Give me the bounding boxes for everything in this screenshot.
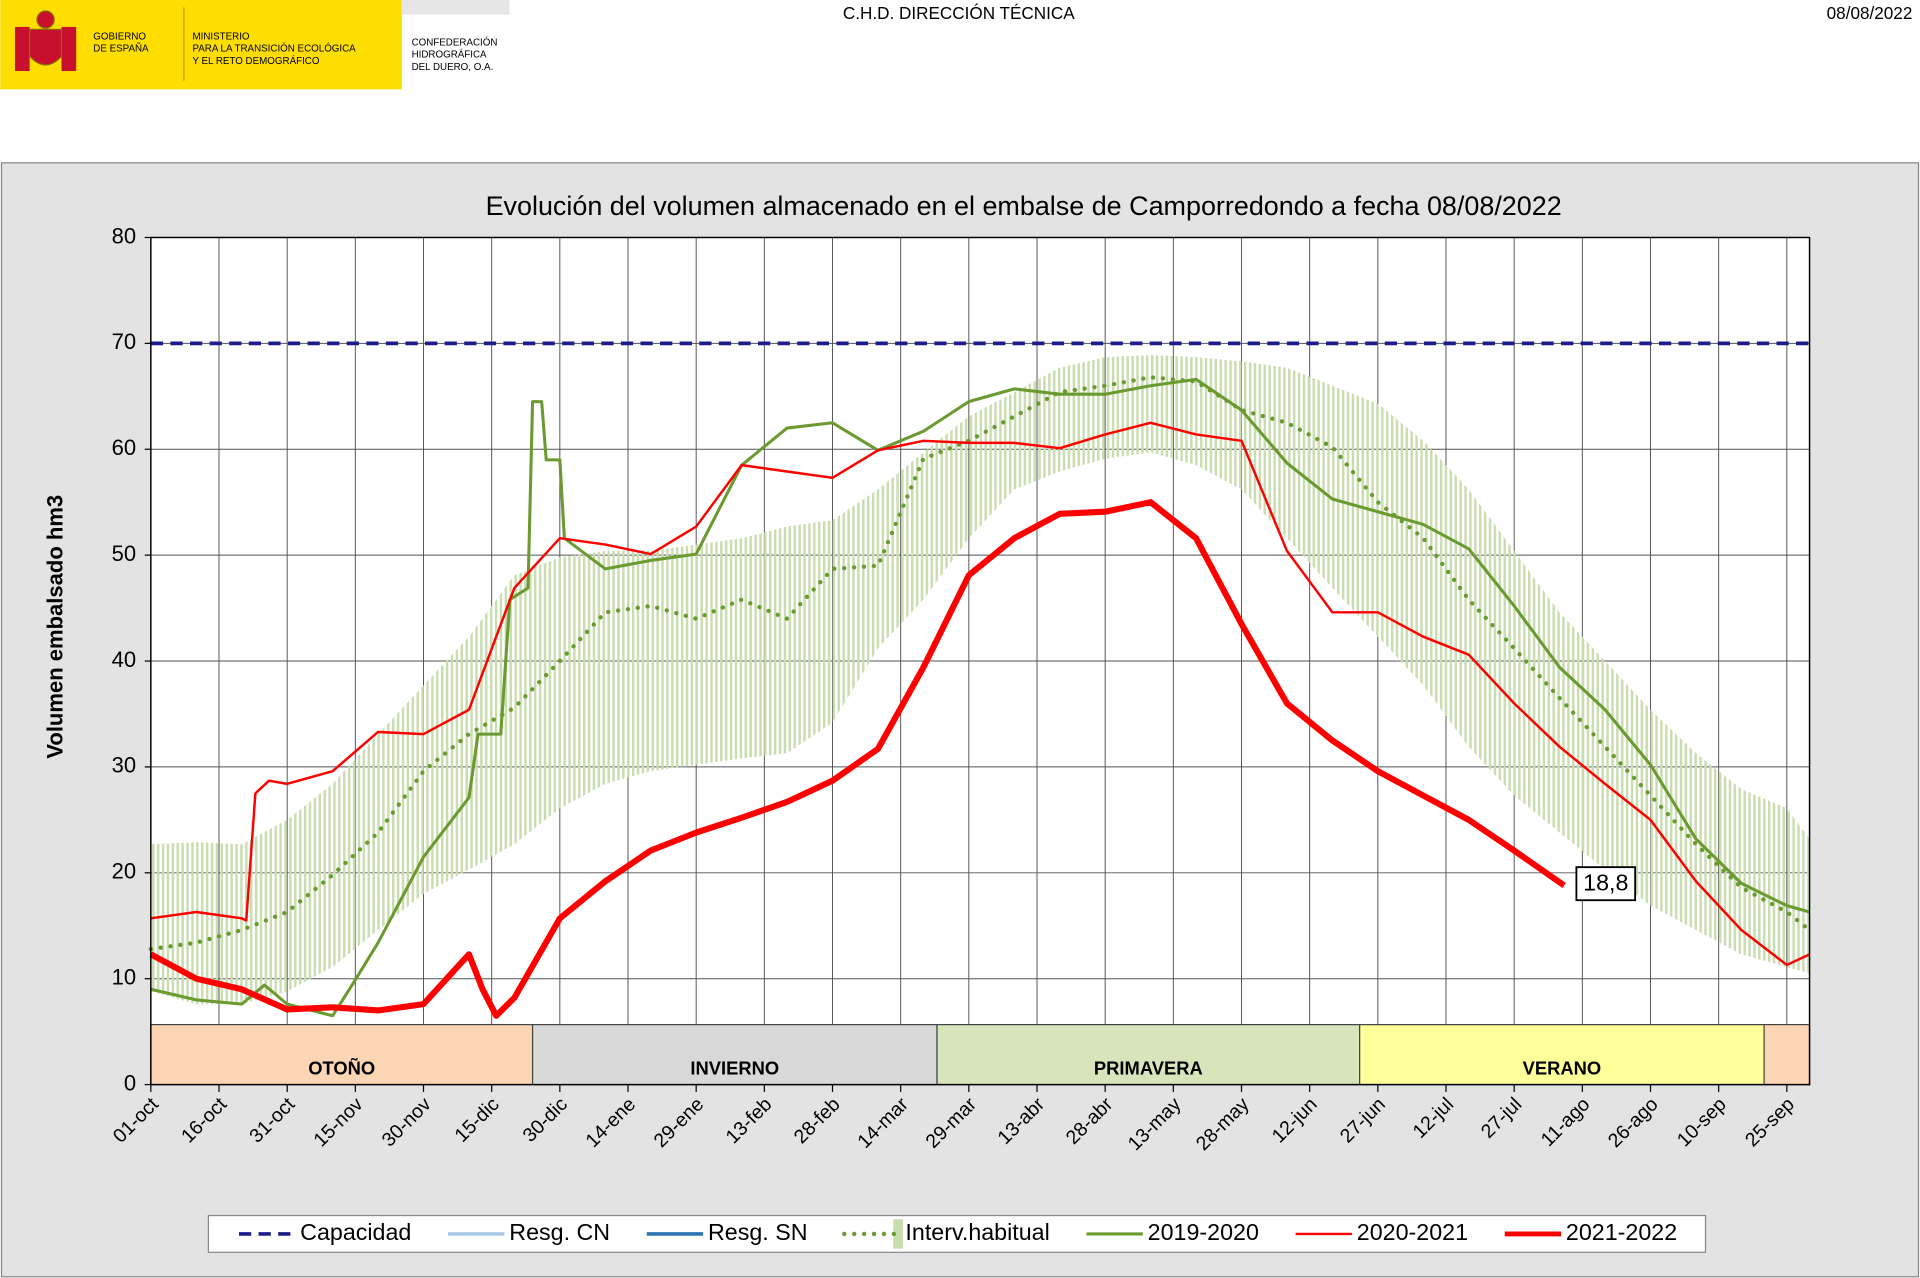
y-tick-label: 20: [112, 859, 136, 884]
season-band: [531, 1023, 938, 1086]
legend-label: Resg. CN: [509, 1219, 610, 1245]
season-label: PRIMAVERA: [1094, 1058, 1203, 1079]
series-line: [150, 421, 1811, 967]
series-line: [150, 377, 1810, 1018]
y-tick-label: 0: [124, 1070, 136, 1095]
legend: [207, 1214, 1707, 1253]
legend-label: 2021-2022: [1566, 1219, 1677, 1245]
logo-text: DEL DUERO, O.A.: [412, 62, 494, 73]
y-axis-label: Volumen embalsado hm3: [42, 495, 67, 759]
logo-text: Y EL RETO DEMOGRÁFICO: [192, 56, 319, 67]
season-label: VERANO: [1523, 1058, 1602, 1079]
logo-text: DE ESPAÑA: [93, 44, 149, 55]
y-tick-label: 60: [112, 435, 136, 460]
series-line: [149, 499, 1566, 1019]
y-tick-label: 50: [112, 541, 136, 566]
logo-strip: [401, 0, 510, 15]
logos: GOBIERNO DE ESPAÑA MINISTERIO PARA LA TR…: [93, 31, 497, 73]
header-center: C.H.D. DIRECCIÓN TÉCNICA: [843, 3, 1075, 23]
value-label: 18,8: [1583, 869, 1628, 895]
logo-text: GOBIERNO: [93, 31, 146, 42]
logo-text: PARA LA TRANSICIÓN ECOLÓGICA: [192, 44, 356, 55]
y-tick-label: 80: [112, 223, 136, 248]
y-tick-label: 40: [112, 647, 136, 672]
legend-label: Interv.habitual: [905, 1219, 1049, 1245]
season-label: OTOÑO: [308, 1058, 375, 1079]
value-label-box: [1575, 866, 1637, 902]
legend-label: Resg. SN: [708, 1219, 808, 1245]
series-line: [148, 375, 1812, 952]
legend-band: [893, 1219, 903, 1249]
legend-label: 2020-2021: [1357, 1219, 1468, 1245]
header-date: 08/08/2022: [1827, 3, 1913, 23]
logo-text: HIDROGRÁFICA: [412, 50, 487, 61]
logo-text: MINISTERIO: [192, 31, 249, 42]
legend-label: 2019-2020: [1148, 1219, 1259, 1245]
crest: [14, 10, 77, 71]
legend-label: Capacidad: [300, 1219, 411, 1245]
season-label: INVIERNO: [690, 1058, 779, 1079]
y-tick-label: 30: [112, 753, 136, 778]
y-tick-label: 10: [112, 965, 136, 990]
y-tick-label: 70: [112, 329, 136, 354]
season-band: [1359, 1023, 1765, 1086]
logo-text: CONFEDERACIÓN: [412, 37, 498, 48]
chart-title: Evolución del volumen almacenado en el e…: [486, 191, 1562, 221]
plot-frame: [150, 236, 1811, 1086]
season-band: [1763, 1023, 1811, 1086]
season-band: [936, 1023, 1361, 1086]
